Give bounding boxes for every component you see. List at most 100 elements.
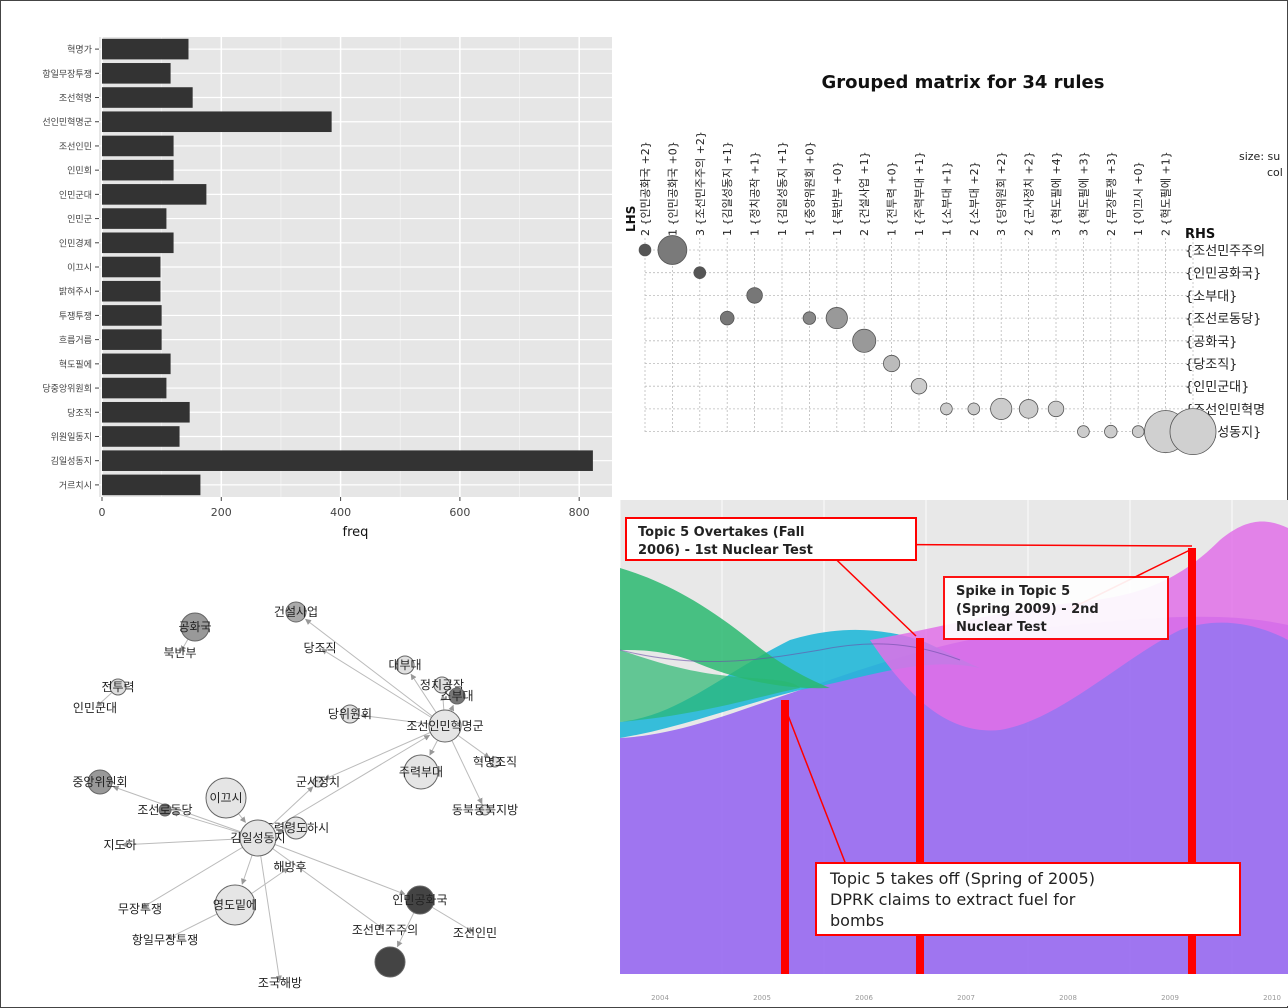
matrix-point-4 [719,310,735,326]
matrix-point-12 [990,397,1013,420]
matrix-point-10 [940,402,953,416]
bar-18 [102,474,201,496]
stream-annotation-box-1 [943,576,1169,640]
network-node-주력부대 [403,754,439,790]
stream-annotation-0-line-1: 2006) - 1st Nuclear Test [638,543,813,558]
network-node-인민공화국 [405,885,435,915]
matrix-lhs-label: 3 {조선민주주의 +2} [694,131,707,236]
matrix-lhs-label: 1 {전투력 +0} [886,161,899,236]
matrix-legend-size: size: su [1239,150,1280,163]
network-node-정치공작 [433,676,451,694]
network-node-김일성동지 [239,819,277,857]
matrix-point-19 [1169,408,1217,456]
bar-13 [102,353,171,375]
bar-3 [102,111,332,133]
matrix-lhs-label: 1 {주력부대 +1} [913,151,926,236]
network-node-조선인민혁명군 [428,709,462,743]
matrix-lhs-label: 3 {당위원회 +2} [995,151,1008,236]
network-node-조력령도하시 [284,816,308,840]
matrix-lhs-label: 2 {건설사업 +1} [858,151,871,236]
bar-xtick-label: 200 [211,506,232,519]
frequency-bar-chart: 혁명가항일무장투쟁조선혁명선인민혁명군조선인민인민회인민군대인민군인민경제이끄시… [42,37,612,540]
grouped-matrix-chart: Grouped matrix for 34 rules 2 {인민공화국 +2} 1… [624,72,1283,456]
matrix-point-2 [693,266,707,280]
network-node-군사정치 [312,776,324,788]
bar-16 [102,426,180,447]
matrix-point-13 [1018,399,1039,419]
bar-7 [102,208,167,229]
stream-marker-bar-0 [781,700,789,974]
network-label-당위원회: 당위원회 [328,707,372,721]
matrix-title: Grouped matrix for 34 rules [822,72,1105,93]
bar-category-label: 인민회 [67,166,92,177]
bar-category-label: 흐름거름 [59,335,92,346]
bar-xtick-label: 400 [330,506,351,519]
matrix-lhs-label: 2 {무장투쟁 +3} [1105,151,1118,236]
matrix-lhs-label: 1 {이끄시 +0} [1132,161,1145,236]
network-label-군사정치: 군사정치 [296,775,340,789]
bar-5 [102,159,174,181]
bar-category-label: 혁명가 [67,45,92,56]
matrix-point-11 [967,402,981,416]
stream-xtick-6: 2010 [1263,994,1281,1002]
matrix-lhs-label: 3 {혁도필에 +4} [1050,151,1063,236]
stream-xtick-4: 2008 [1059,994,1077,1002]
matrix-rhs-axis-label: RHS [1185,227,1215,242]
network-label-조국해방: 조국해방 [258,976,302,990]
bar-category-label: 밝혀주시 [59,287,92,298]
network-edge-6 [121,837,259,848]
network-edge-12 [305,618,446,727]
matrix-point-6 [825,307,848,330]
matrix-lhs-label: 3 {혁도필에 +3} [1077,151,1090,236]
stream-annotation-2-line-2: bombs [830,911,884,930]
stream-xtick-0: 2004 [651,994,669,1002]
bar-category-label: 위원일동지 [51,432,92,443]
network-edge-21 [323,725,446,780]
bar-4 [102,135,174,157]
network-edge-7 [141,837,259,909]
matrix-rhs-label: {소부대} [1185,289,1237,304]
network-label-지도하: 지도하 [103,838,136,852]
bar-category-label: 당조직 [67,408,92,419]
matrix-rhs-label: {인민공화국} [1185,267,1261,282]
network-node-중앙위원회 [87,769,113,795]
stream-annotation-2-line-0: Topic 5 takes off (Spring of 2005) [829,869,1095,888]
stream-annotation-box-2 [815,862,1241,936]
network-node-동북지방 [479,804,491,816]
matrix-lhs-label: 2 {군사정치 +2} [1023,151,1036,236]
network-label-항일무장투쟁: 항일무장투쟁 [132,933,198,947]
stream-annotation-2-line-1: DPRK claims to extract fuel for [830,890,1076,909]
matrix-lhs-label: 1 {정치공작 +1} [749,151,762,236]
network-label-동북지방: 동북동북지방 [452,803,518,817]
matrix-lhs-axis-label: LHS [624,206,638,232]
bar-category-label: 인민경제 [59,237,92,249]
bar-xtick-label: 600 [449,506,470,519]
network-label-공화국: 공화국 [178,620,211,634]
network-label-대부대: 대부대 [388,658,421,672]
matrix-lhs-label: 2 {인민공화국 +2} [639,141,652,236]
network-label-조선로동당: 조선로동당 [137,803,192,817]
bar-category-label: 인민군대 [59,190,92,201]
matrix-rhs-label: {당조직} [1185,358,1237,373]
stream-xtick-1: 2005 [753,994,771,1002]
network-label-인민공화국: 인민공화국 [392,893,447,907]
matrix-point-5 [802,311,817,325]
bar-category-label: 거르치시 [59,479,92,491]
bar-category-label: 당중앙위원회 [42,383,92,395]
network-node-소부대 [448,687,466,705]
network-label-전투력: 전투력 [101,680,134,694]
bar-category-label: 이끄시 [67,263,92,274]
network-node-이끄시 [205,777,247,819]
matrix-point-8 [883,354,901,373]
network-edge-13 [321,648,446,727]
network-node-big-dark [374,946,406,978]
matrix-lhs-label: 2 {소부대 +2} [968,161,981,236]
word-network-graph: 공화국북반부전투력인민군대건설사업당조직대부대정치공작소부대당위원회조선인민혁명… [72,601,518,990]
network-label-소부대: 소부대 [440,689,473,703]
matrix-lhs-label: 1 {소부대 +1} [940,161,953,236]
matrix-point-17 [1131,425,1145,438]
stream-layer-3b [620,650,800,722]
stream-annotation-0-line-0: Topic 5 Overtakes (Fall [638,525,805,540]
network-label-영도밑에: 영도밑에 [213,898,257,912]
network-node-혁명조직 [489,756,501,768]
